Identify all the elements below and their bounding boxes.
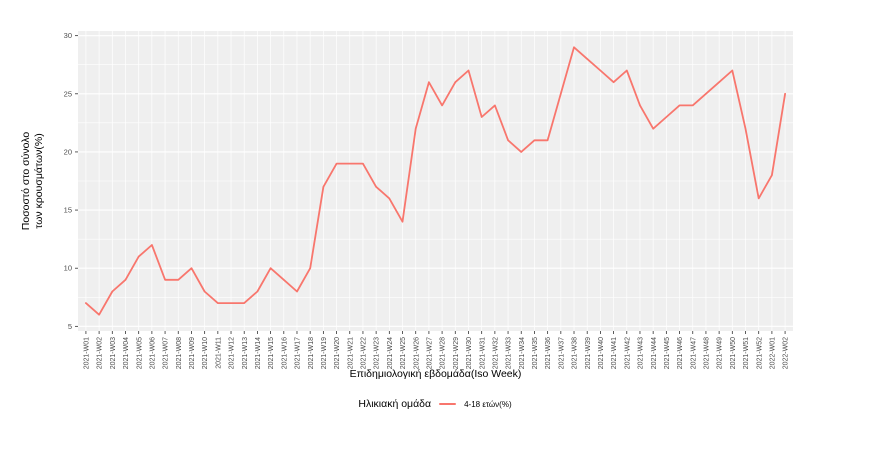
y-tick-label: 15 <box>64 206 72 215</box>
x-tick-label: 2021-W20 <box>334 337 341 369</box>
legend-key <box>438 398 457 410</box>
x-tick-label: 2021-W09 <box>189 337 196 369</box>
x-tick-label: 2021-W31 <box>479 337 486 369</box>
y-tick-label: 30 <box>64 31 72 40</box>
x-tick-label: 2021-W23 <box>374 337 381 369</box>
x-tick-label: 2021-W38 <box>572 337 579 369</box>
legend: Ηλικιακή ομάδα 4-18 ετών(%) <box>0 398 870 410</box>
x-tick-label: 2021-W27 <box>427 337 434 369</box>
x-tick-label: 2021-W18 <box>308 337 315 369</box>
y-axis-title: Ποσοστό στο σύνολο των κρουσμάτων(%) <box>20 31 46 331</box>
x-tick-label: 2021-W10 <box>202 337 209 369</box>
y-tick-label: 20 <box>64 147 72 156</box>
x-tick-label: 2021-W25 <box>400 337 407 369</box>
x-tick-label: 2021-W21 <box>347 337 354 369</box>
series-line-icon <box>439 403 457 405</box>
x-tick-label: 2021-W39 <box>585 337 592 369</box>
x-tick-label: 2021-W22 <box>361 337 368 369</box>
y-axis-title-line2: των κρουσμάτων(%) <box>32 133 45 229</box>
x-tick-label: 2021-W07 <box>163 337 170 369</box>
x-tick-label: 2021-W01 <box>84 337 91 369</box>
y-tick-label: 10 <box>64 264 72 273</box>
x-tick-label: 2021-W50 <box>730 337 737 369</box>
x-tick-label: 2021-W19 <box>321 337 328 369</box>
x-tick-label: 2022-W02 <box>783 337 790 369</box>
legend-title: Ηλικιακή ομάδα <box>358 398 432 410</box>
x-tick-label: 2021-W30 <box>466 337 473 369</box>
x-tick-label: 2021-W06 <box>149 337 156 369</box>
x-tick-label: 2021-W11 <box>215 337 222 369</box>
x-tick-label: 2021-W13 <box>242 337 249 369</box>
x-tick-label: 2021-W24 <box>387 337 394 369</box>
x-tick-label: 2021-W35 <box>532 337 539 369</box>
x-tick-label: 2021-W29 <box>453 337 460 369</box>
x-tick-label: 2021-W04 <box>123 337 130 369</box>
x-tick-label: 2021-W45 <box>664 337 671 369</box>
x-tick-label: 2021-W47 <box>690 337 697 369</box>
x-tick-label: 2021-W43 <box>638 337 645 369</box>
x-tick-label: 2021-W40 <box>598 337 605 369</box>
legend-series-label: 4-18 ετών(%) <box>464 399 512 409</box>
x-tick-label: 2021-W32 <box>492 337 499 369</box>
data-line-series <box>85 46 786 316</box>
y-tick-label: 5 <box>68 322 72 331</box>
x-tick-label: 2021-W41 <box>611 337 618 369</box>
y-tick-label: 25 <box>64 89 72 98</box>
x-tick-label: 2021-W28 <box>440 337 447 369</box>
x-tick-label: 2021-W49 <box>717 337 724 369</box>
x-tick-label: 2021-W33 <box>506 337 513 369</box>
y-axis-title-line1: Ποσοστό στο σύνολο <box>20 131 32 231</box>
x-tick-label: 2021-W44 <box>651 337 658 369</box>
x-tick-label: 2021-W36 <box>545 337 552 369</box>
x-tick-label: 2021-W15 <box>268 337 275 369</box>
x-tick-label: 2022-W01 <box>769 337 776 369</box>
x-tick-label: 2021-W52 <box>756 337 763 369</box>
x-tick-label: 2021-W12 <box>229 337 236 369</box>
x-tick-label: 2021-W16 <box>281 337 288 369</box>
x-tick-label: 2021-W34 <box>519 337 526 369</box>
x-tick-label: 2021-W17 <box>295 337 302 369</box>
x-tick-label: 2021-W08 <box>176 337 183 369</box>
x-tick-label: 2021-W26 <box>413 337 420 369</box>
x-tick-label: 2021-W48 <box>704 337 711 369</box>
x-tick-label: 2021-W14 <box>255 337 262 369</box>
x-tick-label: 2021-W46 <box>677 337 684 369</box>
x-axis-title: Επιδημιολογική εβδομάδα(Iso Week) <box>349 368 522 380</box>
x-tick-label: 2021-W03 <box>110 337 117 369</box>
x-tick-label: 2021-W42 <box>624 337 631 369</box>
x-tick-label: 2021-W02 <box>97 337 104 369</box>
x-tick-label: 2021-W51 <box>743 337 750 369</box>
x-tick-label: 2021-W05 <box>136 337 143 369</box>
x-tick-label: 2021-W37 <box>558 337 565 369</box>
